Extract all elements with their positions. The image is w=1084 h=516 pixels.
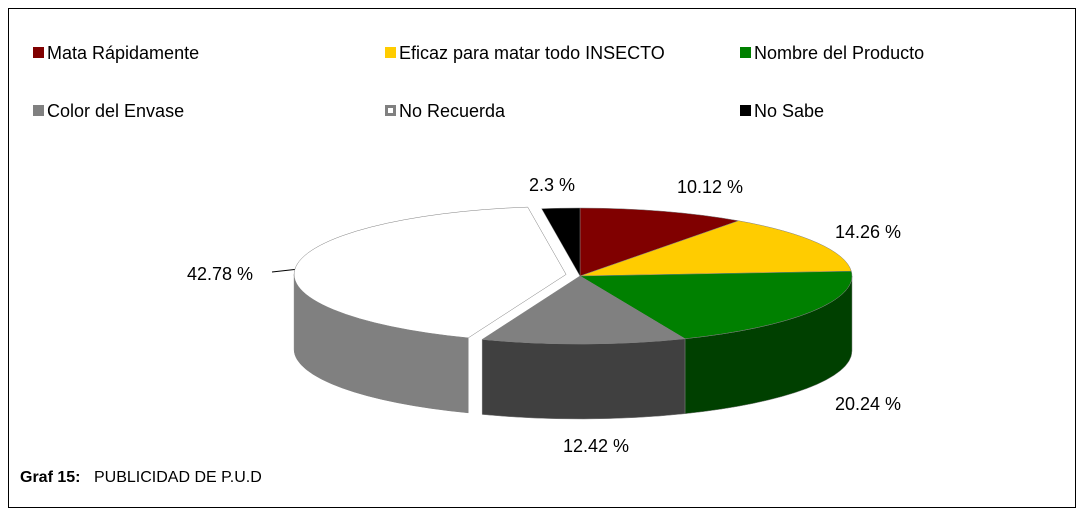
legend-swatch xyxy=(385,47,396,58)
legend-swatch xyxy=(740,105,751,116)
pie-slice xyxy=(579,207,740,277)
legend-label: Mata Rápidamente xyxy=(47,43,199,63)
data-label: 2.3 % xyxy=(529,175,575,195)
pie-side xyxy=(481,338,686,420)
pie-slice xyxy=(579,270,853,339)
data-label: 14.26 % xyxy=(835,222,901,242)
legend-label: Color del Envase xyxy=(47,101,184,121)
legend-swatch xyxy=(385,105,396,116)
legend-swatch xyxy=(33,105,44,116)
legend-label: Eficaz para matar todo INSECTO xyxy=(399,43,665,63)
data-label: 12.42 % xyxy=(563,436,629,456)
legend-label: No Recuerda xyxy=(399,101,506,121)
legend-swatch xyxy=(740,47,751,58)
legend-swatch xyxy=(33,47,44,58)
legend-label: No Sabe xyxy=(754,101,824,121)
pie-slice xyxy=(541,207,581,277)
legend-label: Nombre del Producto xyxy=(754,43,924,63)
data-label: 10.12 % xyxy=(677,177,743,197)
data-label: 20.24 % xyxy=(835,394,901,414)
figure-label: Graf 15: xyxy=(20,469,80,486)
data-label: 42.78 % xyxy=(187,264,253,284)
pie-slice xyxy=(481,275,686,345)
pie-slice xyxy=(579,220,852,277)
chart-title: PUBLICIDAD DE P.U.D xyxy=(94,469,262,486)
pie-slice xyxy=(293,206,567,339)
